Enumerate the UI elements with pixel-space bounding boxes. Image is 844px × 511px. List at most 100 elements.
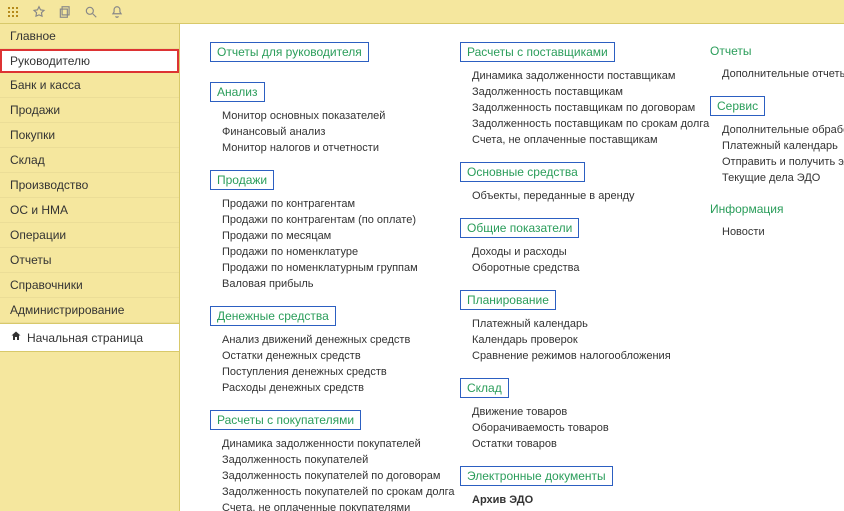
section-head[interactable]: Отчеты для руководителя xyxy=(210,42,369,62)
list-item[interactable]: Новости xyxy=(722,224,844,240)
sidebar-item-9[interactable]: Отчеты xyxy=(0,248,179,273)
list-item[interactable]: Задолженность покупателей xyxy=(222,452,420,468)
col2-section-3: Планирование Платежный календарьКалендарь… xyxy=(460,290,670,364)
sidebar-item-6[interactable]: Производство xyxy=(0,173,179,198)
col1-section-3: Денежные средства Анализ движений денежны… xyxy=(210,306,420,396)
section-head[interactable]: Сервис xyxy=(710,96,765,116)
section-head[interactable]: Информация xyxy=(710,200,783,218)
list-item[interactable]: Динамика задолженности поставщикам xyxy=(472,68,670,84)
sidebar-item-4[interactable]: Покупки xyxy=(0,123,179,148)
sidebar-item-10[interactable]: Справочники xyxy=(0,273,179,298)
section-list: Динамика задолженности покупателейЗадолж… xyxy=(210,436,420,511)
sidebar-item-7[interactable]: ОС и НМА xyxy=(0,198,179,223)
list-item[interactable]: Анализ движений денежных средств xyxy=(222,332,420,348)
list-item[interactable]: Расходы денежных средств xyxy=(222,380,420,396)
section-list: Дополнительные обработкиПлатежный календ… xyxy=(710,122,844,186)
section-head[interactable]: Денежные средства xyxy=(210,306,336,326)
section-head[interactable]: Склад xyxy=(460,378,509,398)
section-list: Дополнительные отчеты xyxy=(710,66,844,82)
sidebar-item-11[interactable]: Администрирование xyxy=(0,298,179,323)
topbar xyxy=(0,0,844,24)
sidebar-item-8[interactable]: Операции xyxy=(0,223,179,248)
list-item[interactable]: Счета, не оплаченные поставщикам xyxy=(472,132,670,148)
list-item[interactable]: Продажи по месяцам xyxy=(222,228,420,244)
section-head[interactable]: Анализ xyxy=(210,82,265,102)
list-item[interactable]: Продажи по номенклатуре xyxy=(222,244,420,260)
sidebar-home[interactable]: Начальная страница xyxy=(0,323,179,352)
col3-section-2: Информация Новости xyxy=(710,200,844,240)
list-item[interactable]: Продажи по номенклатурным группам xyxy=(222,260,420,276)
star-icon[interactable] xyxy=(32,5,46,19)
section-head[interactable]: Продажи xyxy=(210,170,274,190)
section-list: Анализ движений денежных средствОстатки … xyxy=(210,332,420,396)
list-item[interactable]: Задолженность покупателей по срокам долг… xyxy=(222,484,420,500)
list-item[interactable]: Остатки денежных средств xyxy=(222,348,420,364)
section-list: Движение товаровОборачиваемость товаровО… xyxy=(460,404,670,452)
sidebar-item-0[interactable]: Главное xyxy=(0,24,179,49)
col3-section-0: Отчеты Дополнительные отчеты xyxy=(710,42,844,82)
copy-icon[interactable] xyxy=(58,5,72,19)
list-item[interactable]: Продажи по контрагентам xyxy=(222,196,420,212)
list-item[interactable]: Монитор налогов и отчетности xyxy=(222,140,420,156)
sidebar-item-2[interactable]: Банк и касса xyxy=(0,73,179,98)
sidebar-home-label: Начальная страница xyxy=(27,331,143,345)
section-head[interactable]: Расчеты с покупателями xyxy=(210,410,361,430)
sidebar-item-3[interactable]: Продажи xyxy=(0,98,179,123)
list-item[interactable]: Задолженность поставщикам xyxy=(472,84,670,100)
list-item[interactable]: Доходы и расходы xyxy=(472,244,670,260)
list-item[interactable]: Движение товаров xyxy=(472,404,670,420)
list-item[interactable]: Счета, не оплаченные покупателями xyxy=(222,500,420,511)
sidebar-item-1[interactable]: Руководителю xyxy=(0,49,179,73)
section-head[interactable]: Расчеты с поставщиками xyxy=(460,42,615,62)
list-item[interactable]: Календарь проверок xyxy=(472,332,670,348)
list-item[interactable]: Валовая прибыль xyxy=(222,276,420,292)
home-icon xyxy=(10,330,22,345)
list-item[interactable]: Сравнение режимов налогообложения xyxy=(472,348,670,364)
list-item[interactable]: Задолженность поставщикам по срокам долг… xyxy=(472,116,670,132)
list-item[interactable]: Отправить и получить электронные докумен… xyxy=(722,154,844,170)
list-item[interactable]: Динамика задолженности покупателей xyxy=(222,436,420,452)
col1-section-0: Отчеты для руководителя xyxy=(210,42,420,68)
section-head[interactable]: Отчеты xyxy=(710,42,751,60)
section-list: Новости xyxy=(710,224,844,240)
column-1: Отчеты для руководителя Анализ Монитор осн… xyxy=(210,42,420,511)
list-item[interactable]: Оборачиваемость товаров xyxy=(472,420,670,436)
list-item[interactable]: Поступления денежных средств xyxy=(222,364,420,380)
section-list: Объекты, переданные в аренду xyxy=(460,188,670,204)
section-head[interactable]: Планирование xyxy=(460,290,556,310)
list-item[interactable]: Оборотные средства xyxy=(472,260,670,276)
column-3: Отчеты Дополнительные отчеты Сервис Дополни… xyxy=(710,42,844,254)
col2-section-2: Общие показатели Доходы и расходыОборотны… xyxy=(460,218,670,276)
list-item[interactable]: Продажи по контрагентам (по оплате) xyxy=(222,212,420,228)
col1-section-2: ПродажиПродажи по контрагентамПродажи по… xyxy=(210,170,420,292)
sidebar-item-5[interactable]: Склад xyxy=(0,148,179,173)
col2-section-5: Электронные документы Архив ЭДОДокументы … xyxy=(460,466,670,511)
section-head[interactable]: Электронные документы xyxy=(460,466,613,486)
col1-section-4: Расчеты с покупателями Динамика задолженн… xyxy=(210,410,420,511)
section-head[interactable]: Общие показатели xyxy=(460,218,579,238)
col2-section-0: Расчеты с поставщиками Динамика задолженн… xyxy=(460,42,670,148)
search-icon[interactable] xyxy=(84,5,98,19)
list-item[interactable]: Платежный календарь xyxy=(472,316,670,332)
content: Отчеты для руководителя Анализ Монитор осн… xyxy=(180,24,844,511)
list-item[interactable]: Монитор основных показателей xyxy=(222,108,420,124)
list-item[interactable]: Финансовый анализ xyxy=(222,124,420,140)
list-item[interactable]: Архив ЭДО xyxy=(472,492,670,508)
sidebar: ГлавноеРуководителюБанк и кассаПродажиПо… xyxy=(0,24,180,511)
col1-section-1: Анализ Монитор основных показателейФинанс… xyxy=(210,82,420,156)
section-head[interactable]: Основные средства xyxy=(460,162,585,182)
list-item[interactable]: Дополнительные отчеты xyxy=(722,66,844,82)
list-item[interactable]: Задолженность покупателей по договорам xyxy=(222,468,420,484)
list-item[interactable]: Дополнительные обработки xyxy=(722,122,844,138)
section-list: Динамика задолженности поставщикамЗадолж… xyxy=(460,68,670,148)
bell-icon[interactable] xyxy=(110,5,124,19)
list-item[interactable]: Платежный календарь xyxy=(722,138,844,154)
list-item[interactable]: Остатки товаров xyxy=(472,436,670,452)
apps-icon[interactable] xyxy=(6,5,20,19)
list-item[interactable]: Объекты, переданные в аренду xyxy=(472,188,670,204)
section-list: Архив ЭДОДокументы на подписьПроизвольны… xyxy=(460,492,670,511)
list-item[interactable]: Задолженность поставщикам по договорам xyxy=(472,100,670,116)
list-item[interactable]: Текущие дела ЭДО xyxy=(722,170,844,186)
section-list: Платежный календарьКалендарь проверокСра… xyxy=(460,316,670,364)
section-list: Монитор основных показателейФинансовый а… xyxy=(210,108,420,156)
